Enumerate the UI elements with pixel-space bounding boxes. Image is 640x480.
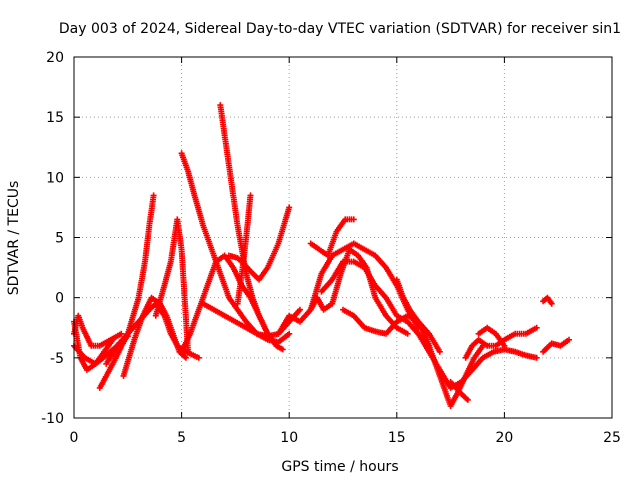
data-point xyxy=(464,396,471,403)
series-track-15 xyxy=(307,216,357,259)
x-tick-label: 20 xyxy=(495,430,513,446)
data-point xyxy=(118,330,125,337)
series-track-13 xyxy=(234,192,254,307)
axis-ticks: 0 5 10 15 20 25 -10 -5 0 5 10 15 20 xyxy=(41,50,621,446)
x-axis-label: GPS time / hours xyxy=(281,459,398,475)
data-point xyxy=(548,300,555,307)
data-point xyxy=(436,348,443,355)
data-point xyxy=(286,204,293,211)
data-point xyxy=(150,192,157,199)
data-point xyxy=(182,354,189,361)
y-tick-label: 10 xyxy=(46,170,64,186)
series-track-24 xyxy=(540,294,555,307)
series-track-22 xyxy=(447,378,471,403)
y-tick-label: -5 xyxy=(50,351,64,367)
data-point xyxy=(533,354,540,361)
series-track-06 xyxy=(103,300,202,367)
data-point xyxy=(247,192,254,199)
x-tick-label: 10 xyxy=(280,430,298,446)
data-point xyxy=(286,330,293,337)
grid xyxy=(74,57,612,418)
data-point xyxy=(195,354,202,361)
chart-title: Day 003 of 2024, Sidereal Day-to-day VTE… xyxy=(59,21,621,37)
series-track-11 xyxy=(200,300,303,340)
series-track-23 xyxy=(475,324,508,349)
data-point xyxy=(404,330,411,337)
data-point xyxy=(533,324,540,331)
y-axis-label: SDTVAR / TECUs xyxy=(6,181,22,296)
y-tick-label: 0 xyxy=(55,291,64,307)
x-tick-label: 25 xyxy=(603,430,621,446)
data-point xyxy=(279,346,286,353)
x-tick-label: 5 xyxy=(177,430,186,446)
y-tick-label: 15 xyxy=(46,110,64,126)
data-points xyxy=(71,102,572,409)
series-track-02 xyxy=(71,312,125,349)
series-track-25 xyxy=(540,336,572,355)
data-point xyxy=(566,336,572,343)
series-track-21 xyxy=(462,324,540,361)
x-tick-label: 0 xyxy=(70,430,79,446)
y-tick-label: 20 xyxy=(46,50,64,66)
x-tick-label: 15 xyxy=(388,430,406,446)
data-point xyxy=(297,306,303,313)
y-tick-label: 5 xyxy=(55,231,64,247)
y-tick-label: -10 xyxy=(41,411,64,427)
data-point xyxy=(185,348,192,355)
series-track-12 xyxy=(225,204,293,283)
data-point xyxy=(501,342,508,349)
data-point xyxy=(350,216,357,223)
